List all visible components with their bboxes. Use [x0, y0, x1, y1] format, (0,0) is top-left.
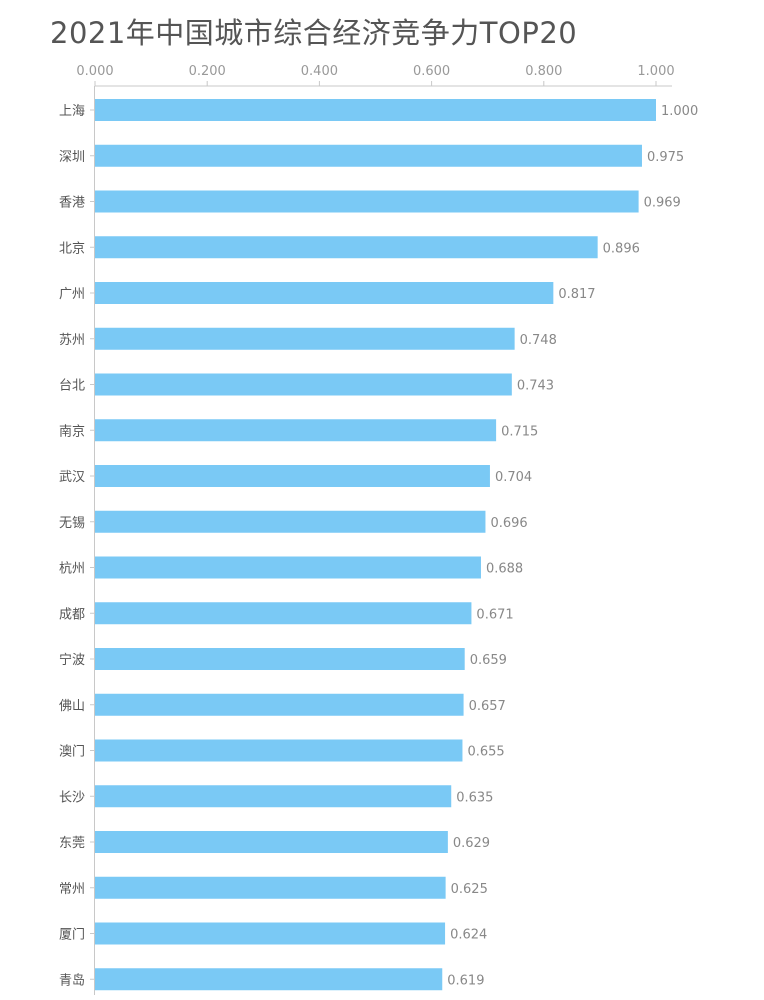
category-label: 常州: [59, 882, 85, 897]
category-label: 广州: [59, 287, 85, 302]
value-label: 0.817: [558, 287, 595, 302]
bar: [95, 144, 642, 167]
value-label: 0.624: [450, 928, 487, 943]
value-label: 0.696: [490, 516, 527, 531]
category-label: 青岛: [59, 972, 85, 988]
bar: [95, 465, 490, 487]
value-label: 0.657: [469, 699, 506, 714]
value-label: 1.000: [661, 104, 698, 119]
value-label: 0.635: [456, 790, 493, 805]
value-label: 0.619: [447, 973, 484, 988]
bar: [95, 785, 452, 808]
category-label: 杭州: [59, 562, 85, 577]
value-label: 0.655: [467, 745, 504, 760]
value-label: 0.896: [603, 241, 640, 256]
x-tick-label: 0.200: [189, 64, 226, 79]
x-tick-label: 0.000: [76, 64, 113, 79]
category-label: 澳门: [59, 744, 85, 760]
chart-title: 2021年中国城市综合经济竞争力TOP20: [50, 16, 578, 50]
bar: [95, 968, 443, 991]
category-label: 南京: [59, 423, 85, 439]
bar: [95, 556, 481, 579]
value-label: 0.969: [644, 196, 681, 211]
value-label: 0.715: [501, 424, 538, 439]
x-tick-label: 0.800: [525, 64, 562, 79]
value-label: 0.659: [470, 653, 507, 668]
value-label: 0.671: [476, 607, 513, 622]
bar: [95, 419, 497, 442]
category-label: 宁波: [59, 652, 85, 668]
value-label: 0.704: [495, 470, 532, 485]
bar: [95, 693, 464, 716]
category-label: 深圳: [59, 150, 85, 165]
category-label: 佛山: [59, 699, 85, 714]
value-label: 0.629: [453, 836, 490, 851]
value-label: 0.688: [486, 562, 523, 577]
x-tick-label: 0.600: [413, 64, 450, 79]
x-axis: 0.000 0.200 0.400 0.600 0.800 1.000: [76, 64, 675, 87]
bar: [95, 373, 512, 396]
bar: [95, 282, 554, 304]
bar: [95, 876, 446, 899]
value-label: 0.743: [517, 379, 554, 394]
x-tick-label: 0.400: [301, 64, 338, 79]
category-label: 无锡: [59, 516, 85, 531]
bar: [95, 327, 515, 350]
bar: [95, 99, 656, 121]
bar: [95, 510, 486, 533]
bar: [95, 831, 448, 853]
value-label: 0.975: [647, 150, 684, 165]
x-tick-label: 1.000: [637, 64, 674, 79]
value-label: 0.748: [520, 333, 557, 348]
category-label: 台北: [59, 379, 85, 394]
category-label: 成都: [59, 607, 85, 622]
bar: [95, 236, 598, 259]
bar: [95, 190, 639, 213]
bar: [95, 739, 463, 762]
bar: [95, 602, 472, 625]
bar: [95, 648, 465, 670]
category-label: 长沙: [59, 790, 85, 805]
category-label: 北京: [59, 241, 85, 256]
category-label: 武汉: [59, 470, 85, 485]
bars: 1.000 0.975 0.969 0.896 0.817 0.748 0.743 0.715…: [95, 99, 698, 991]
bar: [95, 922, 446, 945]
category-label: 上海: [59, 104, 85, 119]
category-label: 香港: [59, 196, 85, 211]
value-label: 0.625: [451, 882, 488, 897]
category-label: 苏州: [59, 332, 85, 348]
category-label: 东莞: [59, 836, 85, 851]
category-label: 厦门: [59, 928, 85, 943]
